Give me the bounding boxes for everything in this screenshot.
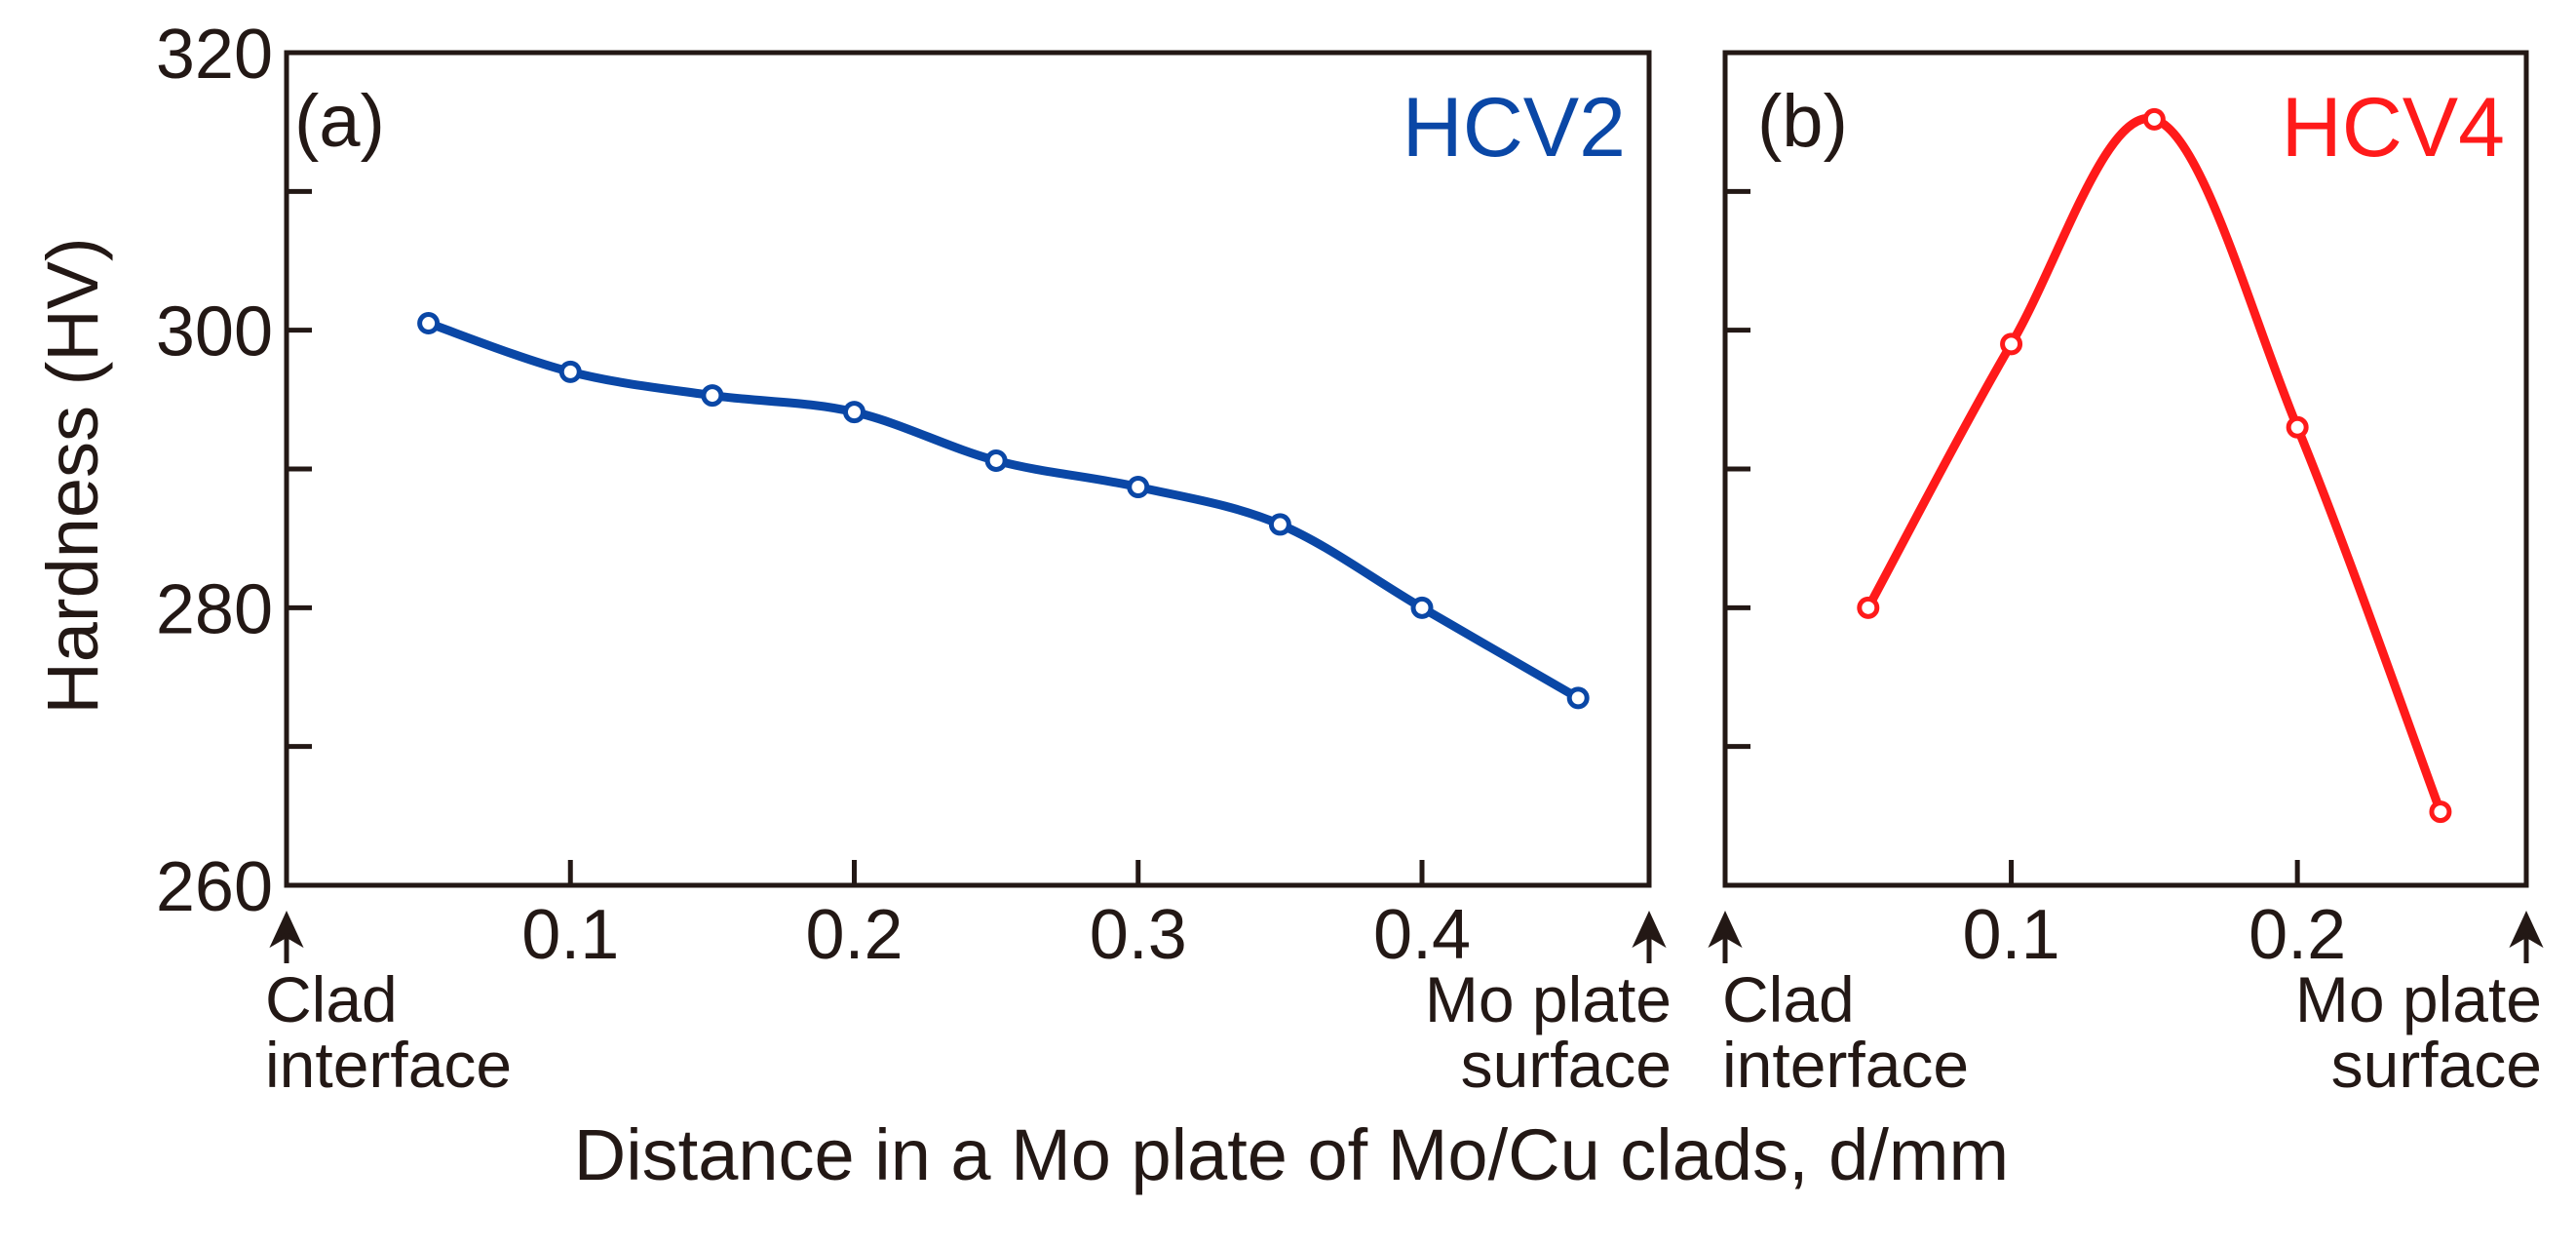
panel-a-data-point: [843, 401, 865, 424]
panel-a-y-ticks: 260 280 300 320: [156, 16, 312, 926]
panel-b-end-anno-line2: surface: [2331, 1029, 2542, 1101]
panel-a-end-anno-line2: surface: [1461, 1029, 1672, 1101]
panel-a-start-anno-line1: Clad: [265, 963, 398, 1035]
panel-a-end-arrow-icon: [1632, 911, 1667, 963]
panel-a-frame: [284, 50, 1652, 888]
panel-a-x-tick-label: 0.1: [521, 896, 619, 974]
panel-a-annotations: Clad interface Mo plate surface: [265, 963, 1672, 1101]
panel-a: (a) HCV2 260 280 300 320 0.1 0.2 0.3 0.4 Clad …: [156, 16, 1672, 1101]
panel-a-series: [417, 312, 1590, 710]
panel-a-x-tick-label: 0.4: [1373, 896, 1471, 974]
panel-a-y-tick-label: 280: [156, 570, 273, 648]
panel-b-data-point: [2000, 332, 2023, 356]
panel-b-start-arrow-icon: [1708, 911, 1743, 963]
panel-a-data-point: [1268, 513, 1291, 536]
panel-b-annotations: Clad interface Mo plate surface: [1722, 963, 2542, 1101]
panel-b-data-point: [1857, 596, 1880, 619]
panel-a-start-anno-line2: interface: [265, 1029, 512, 1101]
panel-b-start-anno-line2: interface: [1722, 1029, 1969, 1101]
panel-a-series-label: HCV2: [1403, 81, 1626, 175]
panel-b-start-anno-line1: Clad: [1722, 963, 1855, 1035]
panel-a-data-point: [558, 360, 582, 383]
panel-a-data-point: [1566, 686, 1590, 710]
panel-a-x-ticks: 0.1 0.2 0.3 0.4: [269, 860, 1667, 974]
panel-b-data-point: [2142, 107, 2166, 131]
panel-a-series-line: [424, 319, 1583, 703]
panel-b-x-tick-label: 0.1: [1963, 896, 2060, 974]
panel-b-label: (b): [1757, 80, 1848, 163]
panel-b-y-ticks: [1725, 188, 1750, 750]
panel-a-end-anno-line1: Mo plate: [1425, 963, 1672, 1035]
panel-a-data-point: [984, 448, 1008, 472]
panel-b-data-point: [2286, 415, 2309, 439]
panel-b-x-ticks: 0.1 0.2: [1708, 860, 2544, 974]
panel-a-y-tick-label: 260: [156, 848, 273, 926]
panel-a-y-tick-label: 320: [156, 16, 273, 94]
panel-a-start-arrow-icon: [269, 911, 304, 963]
panel-b-series-line: [1864, 114, 2445, 817]
panel-a-x-tick-label: 0.3: [1090, 896, 1187, 974]
panel-b: (b) HCV4 0.1 0.2 Clad interface Mo plate …: [1708, 50, 2544, 1101]
panel-a-data-point: [417, 312, 441, 335]
panel-b-x-tick-label: 0.2: [2249, 896, 2346, 974]
panel-b-data-point: [2429, 800, 2452, 824]
panel-b-series-label: HCV4: [2282, 81, 2505, 175]
panel-b-end-anno-line1: Mo plate: [2295, 963, 2542, 1035]
panel-a-data-point: [1127, 476, 1150, 499]
y-axis-title: Hardness (HV): [32, 237, 113, 714]
panel-b-frame: [1722, 50, 2529, 888]
panel-b-end-arrow-icon: [2509, 911, 2544, 963]
panel-a-y-tick-label: 300: [156, 293, 273, 371]
x-axis-title: Distance in a Mo plate of Mo/Cu clads, d…: [574, 1114, 2009, 1195]
panel-a-label: (a): [294, 80, 385, 163]
panel-a-data-point: [701, 384, 724, 408]
panel-b-series: [1857, 107, 2452, 824]
panel-a-x-tick-label: 0.2: [805, 896, 903, 974]
panel-a-data-point: [1410, 596, 1434, 619]
